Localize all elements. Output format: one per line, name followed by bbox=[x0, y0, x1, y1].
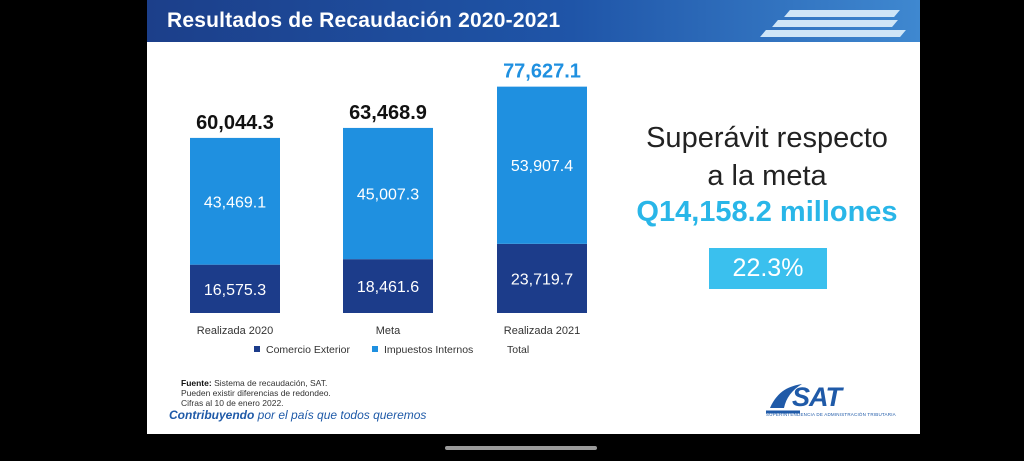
bar-segment bbox=[343, 259, 433, 313]
legend-label: Comercio Exterior bbox=[266, 344, 351, 356]
superavit-percent-badge: 22.3% bbox=[709, 248, 827, 289]
superavit-label: Superávit respecto a la meta bbox=[617, 119, 917, 195]
bar-segment bbox=[497, 243, 587, 313]
superavit-line1: Superávit respecto bbox=[646, 122, 888, 154]
stacked-bar-chart: 16,575.3 43,469.1 60,044.3 Realizada 2020 18… bbox=[190, 61, 587, 356]
sat-emblem-icon bbox=[766, 384, 802, 414]
bar-value-label: 53,907.4 bbox=[511, 158, 573, 175]
header-bar: Resultados de Recaudación 2020-2021 bbox=[147, 0, 920, 42]
source-note: Fuente: Sistema de recaudación, SAT. Pue… bbox=[181, 378, 331, 408]
source-text: Sistema de recaudación, SAT. bbox=[214, 378, 328, 388]
rounding-note: Pueden existir diferencias de redondeo. bbox=[181, 388, 331, 398]
bar-segment bbox=[190, 264, 280, 313]
slogan: Contribuyendo por el país que todos quer… bbox=[169, 408, 426, 422]
bar-segment bbox=[497, 86, 587, 244]
bar-segment bbox=[190, 137, 280, 265]
category-label: Realizada 2021 bbox=[504, 325, 580, 337]
bar-value-label: 23,719.7 bbox=[511, 271, 573, 288]
superavit-line2: a la meta bbox=[707, 160, 827, 192]
page-title: Resultados de Recaudación 2020-2021 bbox=[167, 9, 561, 32]
superavit-amount: Q14,158.2 millones bbox=[636, 196, 898, 228]
slogan-bold: Contribuyendo bbox=[169, 408, 255, 422]
legend-label: Total bbox=[507, 344, 529, 356]
bar-value-label: 43,469.1 bbox=[204, 194, 266, 211]
legend-label: Impuestos Internos bbox=[384, 344, 473, 356]
bar-value-label: 45,007.3 bbox=[357, 187, 419, 204]
bar-segment bbox=[343, 127, 433, 260]
home-indicator[interactable] bbox=[445, 446, 597, 450]
sat-wordmark: SAT bbox=[792, 382, 842, 412]
bar-total-label: 77,627.1 bbox=[503, 61, 581, 83]
sat-subtitle: SUPERINTENDENCIA DE ADMINISTRACIÓN TRIBU… bbox=[766, 412, 896, 417]
source-label: Fuente: bbox=[181, 378, 212, 388]
legend-swatch bbox=[372, 346, 378, 352]
category-label: Meta bbox=[376, 325, 401, 337]
legend-swatch bbox=[254, 346, 260, 352]
bar-total-label: 60,044.3 bbox=[196, 112, 274, 134]
bar-total-label: 63,468.9 bbox=[349, 102, 427, 124]
date-note: Cifras al 10 de enero 2022. bbox=[181, 398, 284, 408]
slide: Resultados de Recaudación 2020-2021 16,5… bbox=[147, 0, 920, 434]
bar-value-label: 16,575.3 bbox=[204, 282, 266, 299]
category-label: Realizada 2020 bbox=[197, 325, 273, 337]
sat-logo: SAT SUPERINTENDENCIA DE ADMINISTRACIÓN T… bbox=[764, 378, 904, 422]
slogan-rest: por el país que todos queremos bbox=[254, 408, 427, 422]
bar-value-label: 18,461.6 bbox=[357, 279, 419, 296]
